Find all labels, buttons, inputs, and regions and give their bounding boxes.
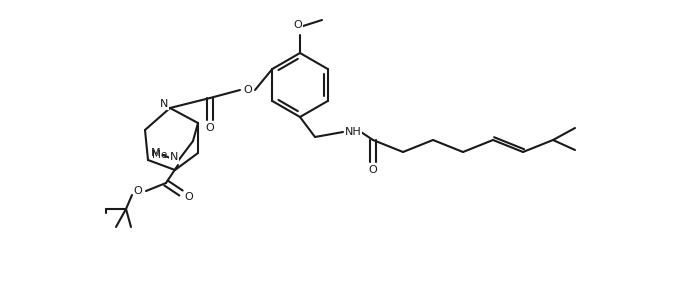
- Text: O: O: [244, 85, 253, 95]
- Text: M: M: [151, 148, 161, 158]
- Text: N: N: [170, 152, 178, 162]
- Text: O: O: [185, 192, 193, 202]
- Text: Me: Me: [153, 150, 167, 160]
- Text: O: O: [369, 165, 377, 175]
- Text: O: O: [134, 186, 142, 196]
- Text: O: O: [206, 123, 214, 133]
- Text: NH: NH: [344, 127, 361, 137]
- Text: N: N: [160, 99, 168, 109]
- Text: O: O: [293, 20, 302, 30]
